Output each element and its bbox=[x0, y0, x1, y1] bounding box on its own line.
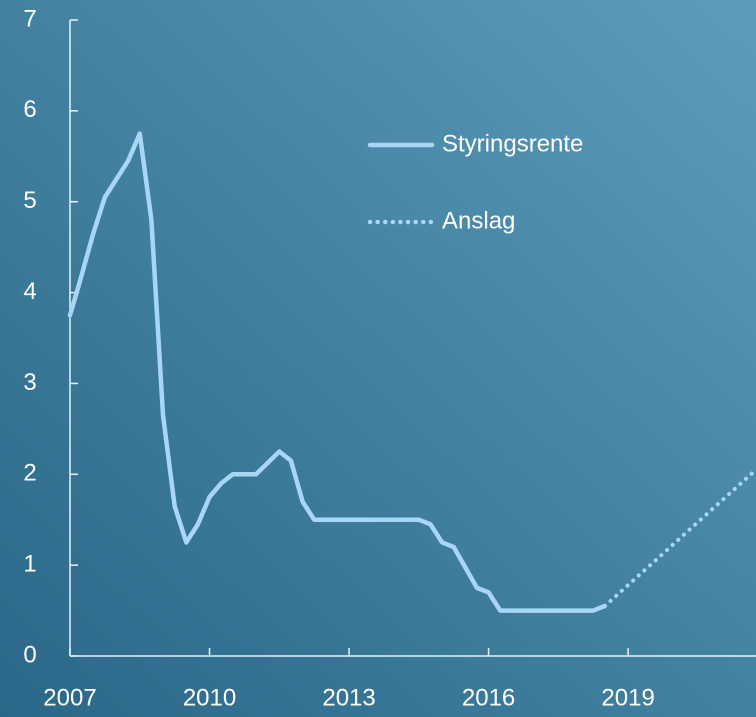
y-tick-label: 4 bbox=[23, 278, 36, 305]
line-series bbox=[67, 131, 608, 613]
x-tick-label: 2016 bbox=[462, 684, 515, 711]
x-tick-label: 2013 bbox=[322, 684, 375, 711]
x-tick-label: 2007 bbox=[43, 684, 96, 711]
x-tick-label: 2019 bbox=[601, 684, 654, 711]
y-tick-label: 6 bbox=[23, 96, 36, 123]
y-tick-label: 5 bbox=[23, 187, 36, 214]
y-tick-label: 1 bbox=[23, 550, 36, 577]
y-tick-label: 3 bbox=[23, 369, 36, 396]
y-tick-label: 0 bbox=[23, 641, 36, 668]
y-tick-label: 7 bbox=[23, 5, 36, 32]
x-tick-label: 2010 bbox=[183, 684, 236, 711]
y-tick-label: 2 bbox=[23, 460, 36, 487]
legend-label: Styringsrente bbox=[442, 130, 583, 157]
legend-label: Anslag bbox=[442, 207, 515, 234]
